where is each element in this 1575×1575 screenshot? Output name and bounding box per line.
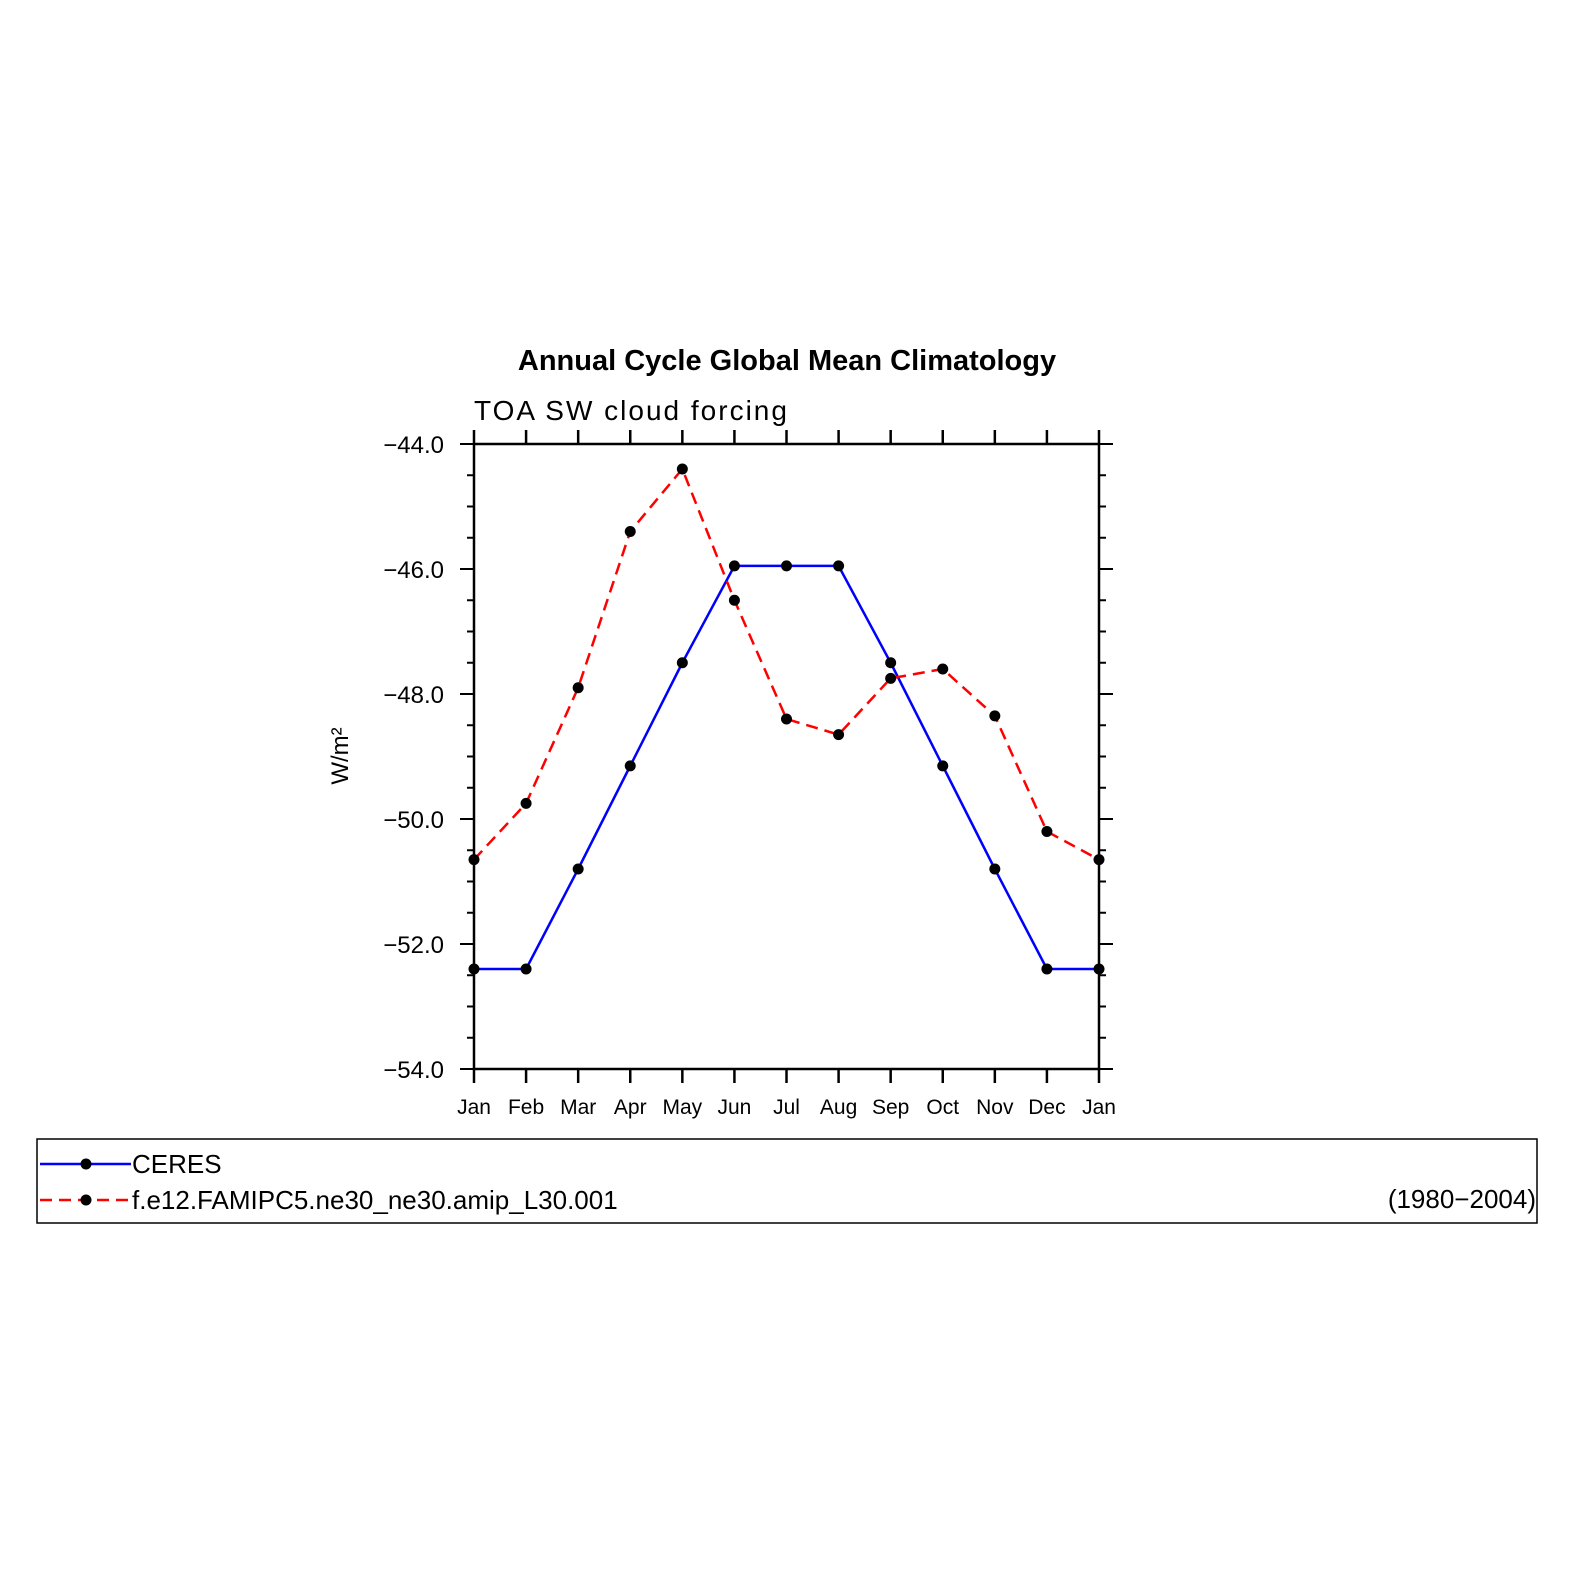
plot-border xyxy=(472,442,1101,1071)
series-2-point xyxy=(937,663,949,675)
chart-title: Annual Cycle Global Mean Climatology xyxy=(518,345,1056,377)
series-2-point xyxy=(520,797,532,809)
legend: (1980−2004) CERES f.e12.FAMIPC5.ne30_ne30… xyxy=(36,1138,1538,1224)
series-1-point xyxy=(1093,963,1105,975)
series-2-point xyxy=(676,463,688,475)
legend-label-1: CERES xyxy=(132,1149,222,1179)
x-tick-label: Jan xyxy=(1082,1096,1116,1119)
y-axis-label: W/m² xyxy=(327,727,354,784)
x-tick-label: Mar xyxy=(560,1096,596,1119)
x-tick-label: Nov xyxy=(976,1096,1014,1119)
series-1-point xyxy=(728,560,740,572)
x-tick-label: Dec xyxy=(1028,1096,1065,1119)
plot-area xyxy=(472,442,1101,1071)
x-tick-label: Sep xyxy=(872,1096,909,1119)
x-tick-label: Jul xyxy=(773,1096,800,1119)
y-tick-label: −54.0 xyxy=(383,1057,444,1084)
y-axis: −44.0 −46.0 −48.0 −50.0 −52.0 −54.0 xyxy=(383,432,1113,1084)
series-2-point xyxy=(781,713,792,725)
series-2-point xyxy=(728,594,740,606)
series-1-point xyxy=(676,657,688,669)
chart-subtitle: TOA SW cloud forcing xyxy=(474,395,789,426)
series-2-point xyxy=(833,729,845,741)
legend-period: (1980−2004) xyxy=(1388,1184,1536,1214)
y-tick-label: −46.0 xyxy=(383,557,444,584)
series-2-point xyxy=(1093,854,1105,866)
y-tick-label: −52.0 xyxy=(383,932,444,959)
series-1-point xyxy=(624,760,636,772)
series-1-point xyxy=(989,863,1001,875)
series-1-point xyxy=(572,863,584,875)
x-tick-label: Jan xyxy=(457,1096,491,1119)
x-tick-label: Feb xyxy=(508,1096,544,1119)
series-1-point xyxy=(833,560,845,572)
legend-frame xyxy=(36,1138,1538,1224)
series-2-point xyxy=(1041,826,1053,837)
legend-marker-1 xyxy=(80,1158,92,1170)
series-2-point xyxy=(885,672,897,684)
y-tick-label: −44.0 xyxy=(383,432,444,459)
x-tick-label: Apr xyxy=(614,1096,647,1119)
y-tick-label: −48.0 xyxy=(383,682,444,709)
legend-marker-2 xyxy=(80,1194,92,1206)
series-1-point xyxy=(885,657,897,669)
series-line-2 xyxy=(473,467,1100,861)
x-tick-label: Aug xyxy=(820,1096,857,1119)
series-1-point xyxy=(468,963,480,975)
series-2-point xyxy=(572,682,584,694)
x-tick-label: May xyxy=(662,1096,702,1119)
series-2-point xyxy=(468,854,480,866)
x-tick-label: Jun xyxy=(717,1096,751,1119)
series-1-point xyxy=(520,963,532,975)
series-1-point xyxy=(1041,963,1053,975)
legend-label-2: f.e12.FAMIPC5.ne30_ne30.amip_L30.001 xyxy=(132,1185,618,1215)
series-line-1 xyxy=(474,564,1099,971)
series-1-point xyxy=(781,560,792,572)
series-1-point xyxy=(937,760,949,772)
x-axis: Jan Feb Mar Apr May Jun Jul Aug Sep Oct Nov Dec Jan xyxy=(457,430,1116,1119)
x-tick-label: Oct xyxy=(926,1096,959,1119)
series-2-point xyxy=(624,526,636,537)
series-layer xyxy=(468,463,1105,975)
y-tick-label: −50.0 xyxy=(383,807,444,834)
series-2-point xyxy=(989,710,1001,722)
